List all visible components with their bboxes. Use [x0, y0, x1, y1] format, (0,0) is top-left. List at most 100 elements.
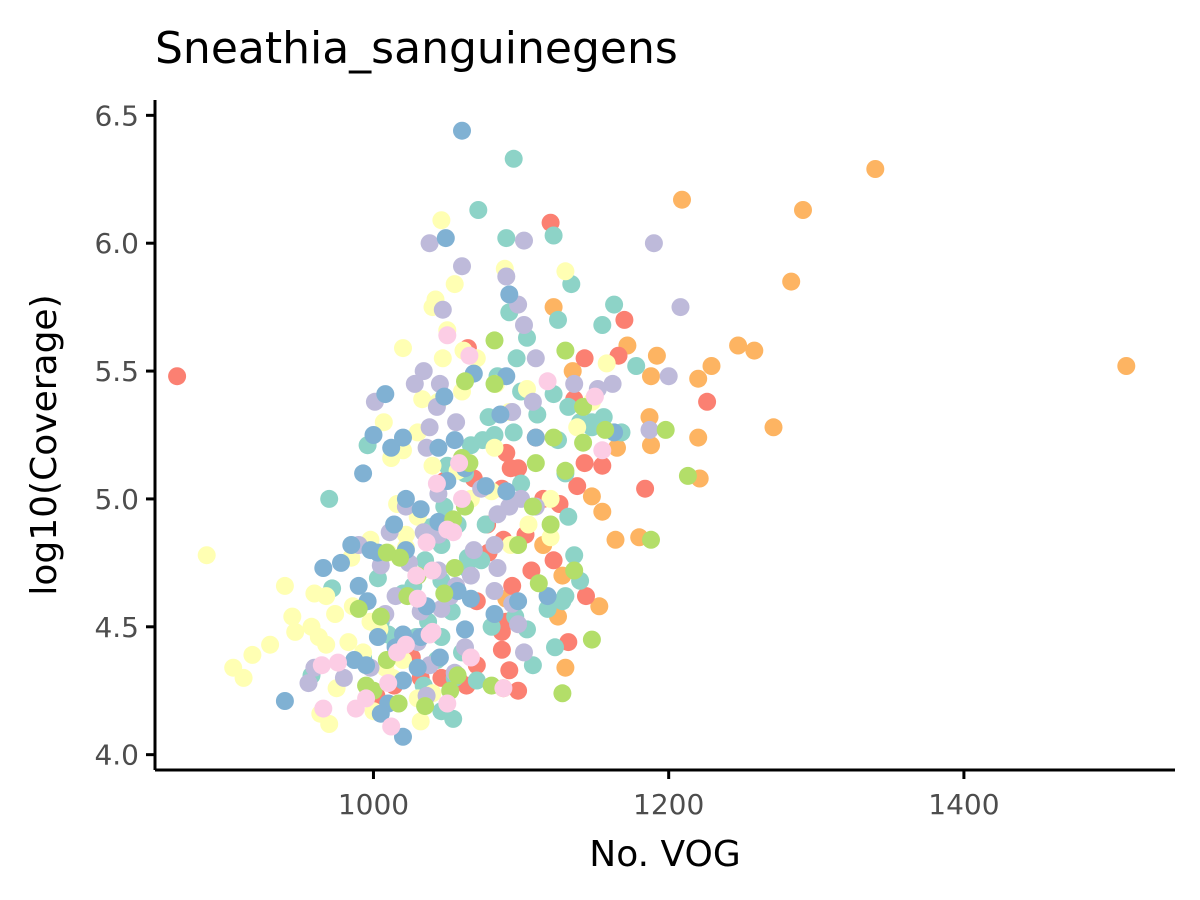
- data-point: [529, 574, 548, 593]
- data-point: [565, 561, 584, 580]
- data-point: [314, 559, 333, 577]
- data-point: [702, 357, 721, 375]
- data-point: [349, 576, 368, 595]
- data-point: [476, 477, 495, 496]
- y-tick-label: 5.5: [94, 355, 139, 388]
- data-point: [445, 431, 464, 450]
- data-point: [286, 622, 305, 641]
- data-point: [504, 149, 523, 168]
- data-point: [1117, 357, 1136, 375]
- data-point: [491, 405, 510, 424]
- data-point: [485, 605, 504, 623]
- data-point: [275, 576, 294, 595]
- data-point: [556, 262, 575, 281]
- data-point: [515, 316, 533, 334]
- data-point: [523, 497, 542, 516]
- data-point: [460, 346, 479, 365]
- data-point: [678, 466, 697, 485]
- data-point: [596, 420, 615, 439]
- data-point: [438, 326, 457, 345]
- data-point: [642, 530, 660, 549]
- data-point: [671, 298, 690, 317]
- data-point: [394, 428, 412, 447]
- data-point: [312, 656, 331, 675]
- data-point: [593, 456, 612, 475]
- data-point: [509, 536, 528, 554]
- data-point: [432, 211, 451, 230]
- data-point: [615, 310, 634, 329]
- data-point: [568, 477, 587, 496]
- data-point: [866, 160, 885, 178]
- data-point: [408, 589, 427, 608]
- data-point: [396, 489, 415, 508]
- data-point: [382, 438, 401, 457]
- data-point: [575, 454, 594, 473]
- data-point: [603, 374, 622, 393]
- data-point: [432, 599, 451, 618]
- data-point: [659, 367, 678, 386]
- data-point: [461, 566, 480, 585]
- data-point: [433, 349, 452, 368]
- data-point: [642, 367, 660, 386]
- data-point: [577, 587, 595, 606]
- data-point: [342, 536, 361, 554]
- data-point: [396, 525, 415, 544]
- data-point: [448, 582, 467, 600]
- data-point: [546, 638, 564, 657]
- data-point: [456, 372, 474, 391]
- data-point: [575, 349, 594, 368]
- data-point: [469, 201, 488, 219]
- data-point: [382, 717, 401, 736]
- x-axis-ticks: 1000 1200 1400: [338, 770, 1000, 821]
- series-group: [444, 160, 1136, 698]
- data-point: [559, 397, 578, 416]
- data-point: [234, 668, 253, 687]
- data-point: [512, 474, 531, 493]
- x-tick-label: 1400: [928, 788, 999, 821]
- data-point: [447, 413, 466, 432]
- data-point: [526, 454, 545, 473]
- data-point: [485, 374, 504, 393]
- data-point: [673, 190, 691, 209]
- data-point: [411, 500, 430, 519]
- data-point: [299, 674, 318, 693]
- y-axis-ticks: 4.0 4.5 5.0 5.5 6.0 6.5: [94, 99, 155, 772]
- data-point: [488, 559, 507, 577]
- data-point: [433, 300, 452, 319]
- data-point: [334, 668, 353, 687]
- data-point: [408, 658, 427, 677]
- data-point: [509, 681, 528, 700]
- data-point: [445, 275, 464, 294]
- data-point: [314, 699, 333, 718]
- data-point: [627, 357, 646, 375]
- data-point: [503, 576, 522, 595]
- points-layer: [168, 121, 1136, 746]
- data-point: [368, 628, 387, 646]
- data-point: [453, 489, 471, 508]
- data-point: [644, 234, 663, 253]
- data-point: [689, 369, 708, 388]
- data-point: [444, 709, 463, 728]
- data-point: [326, 605, 345, 623]
- data-point: [764, 418, 783, 437]
- y-tick-label: 4.5: [94, 611, 139, 644]
- data-point: [544, 551, 563, 570]
- data-point: [636, 479, 655, 498]
- data-point: [371, 704, 390, 723]
- data-point: [647, 346, 666, 365]
- data-point: [349, 599, 368, 618]
- data-point: [423, 561, 442, 580]
- data-point: [782, 272, 801, 291]
- data-point: [698, 392, 717, 411]
- data-point: [606, 530, 625, 549]
- data-point: [385, 515, 404, 534]
- data-point: [509, 459, 528, 478]
- data-point: [593, 316, 612, 334]
- data-point: [538, 372, 557, 391]
- data-point: [329, 653, 347, 672]
- data-point: [436, 229, 455, 248]
- data-point: [435, 584, 454, 603]
- data-point: [497, 229, 516, 248]
- data-point: [332, 553, 350, 572]
